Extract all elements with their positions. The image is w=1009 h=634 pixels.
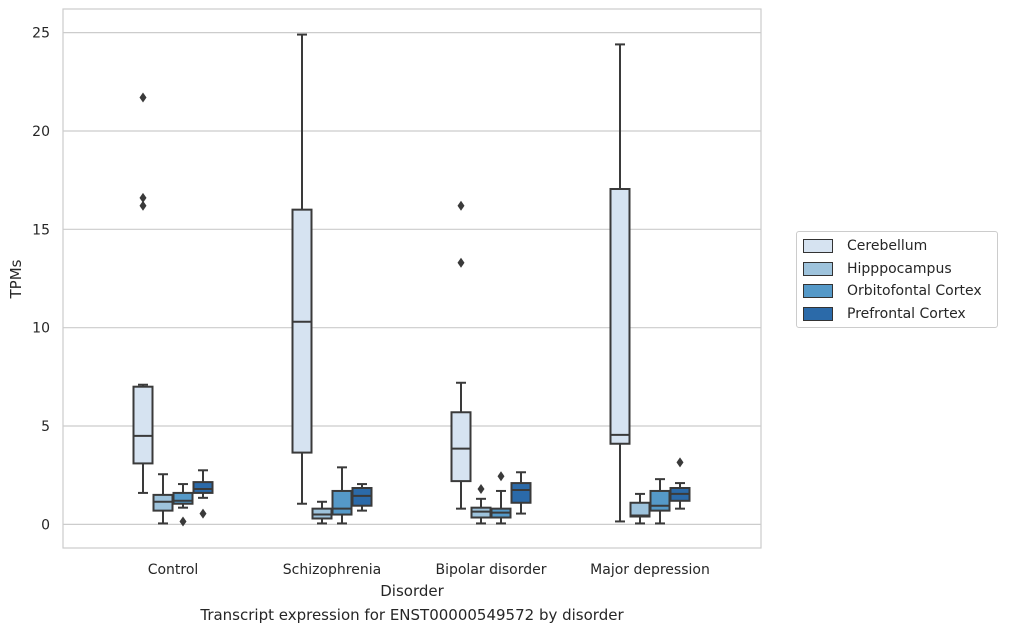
box-orbitofontal-cortex [490, 471, 512, 525]
box-orbitofontal-cortex [331, 466, 353, 525]
y-tick-labels: 0 5 10 15 20 25 [32, 26, 50, 534]
box-hipppocampus [152, 473, 174, 525]
y-tick-label: 10 [32, 321, 50, 337]
x-axis-title: Disorder [380, 582, 444, 600]
outlier-point [139, 192, 147, 203]
outlier-point [457, 200, 465, 211]
outlier-point [497, 471, 505, 482]
legend-label: Cerebellum [847, 238, 928, 254]
outlier-point [676, 457, 684, 468]
box-prefrontal-cortex [192, 469, 214, 519]
outlier-point [477, 483, 485, 494]
box-prefrontal-cortex [510, 471, 532, 515]
box-iqr [192, 481, 214, 494]
box-prefrontal-cortex [351, 483, 373, 512]
y-tick-label: 0 [41, 517, 50, 533]
outlier-point [457, 257, 465, 268]
legend-item: Hipppocampus [803, 259, 952, 279]
x-tick-label: Control [148, 562, 199, 578]
box-iqr [331, 489, 353, 516]
box-hipppocampus [629, 492, 651, 525]
outlier-point [199, 508, 207, 519]
y-tick-label: 5 [41, 419, 50, 435]
box-iqr [132, 385, 154, 465]
box-hipppocampus [311, 500, 333, 525]
y-tick-label: 25 [32, 26, 50, 42]
box-iqr [172, 491, 194, 505]
legend-label: Orbitofontal Cortex [847, 283, 982, 299]
legend-swatch [803, 306, 833, 321]
box-iqr [510, 482, 532, 504]
legend-item: Orbitofontal Cortex [803, 281, 982, 301]
x-tick-label: Bipolar disorder [435, 562, 546, 578]
legend-item: Cerebellum [803, 236, 927, 256]
legend-item: Prefrontal Cortex [803, 304, 966, 324]
plot-frame [62, 8, 762, 549]
y-tick-label: 15 [32, 222, 50, 238]
box-iqr [629, 501, 651, 518]
box-orbitofontal-cortex [172, 483, 194, 527]
y-tick-label: 20 [32, 124, 50, 140]
x-tick-labels: Control Schizophrenia Bipolar disorder Majo… [148, 562, 710, 578]
outlier-point [139, 200, 147, 211]
chart-title: Transcript expression for ENST0000054957… [200, 606, 624, 624]
outlier-point [139, 92, 147, 103]
box-prefrontal-cortex [669, 457, 691, 510]
x-tick-label: Schizophrenia [283, 562, 381, 578]
box-iqr [649, 489, 671, 512]
box-iqr [291, 208, 313, 454]
box-cerebellum [291, 33, 313, 505]
box-iqr [609, 187, 631, 445]
gridlines [63, 32, 761, 525]
legend-swatch [803, 284, 833, 298]
legend-label: Prefrontal Cortex [847, 305, 966, 322]
box-cerebellum [609, 43, 631, 523]
box-orbitofontal-cortex [649, 478, 671, 525]
outlier-point [179, 516, 187, 527]
x-tick-label: Major depression [590, 562, 710, 578]
box-hipppocampus [470, 483, 492, 525]
legend: Cerebellum Hipppocampus Orbitofontal Corte… [796, 231, 998, 328]
box-cerebellum [132, 92, 154, 494]
legend-swatch [803, 239, 833, 253]
boxes [132, 33, 691, 527]
legend-swatch [803, 261, 833, 276]
box-iqr [450, 411, 472, 483]
legend-label: Hipppocampus [847, 260, 952, 277]
y-axis-title: TPMs [7, 259, 25, 299]
box-cerebellum [450, 200, 472, 510]
